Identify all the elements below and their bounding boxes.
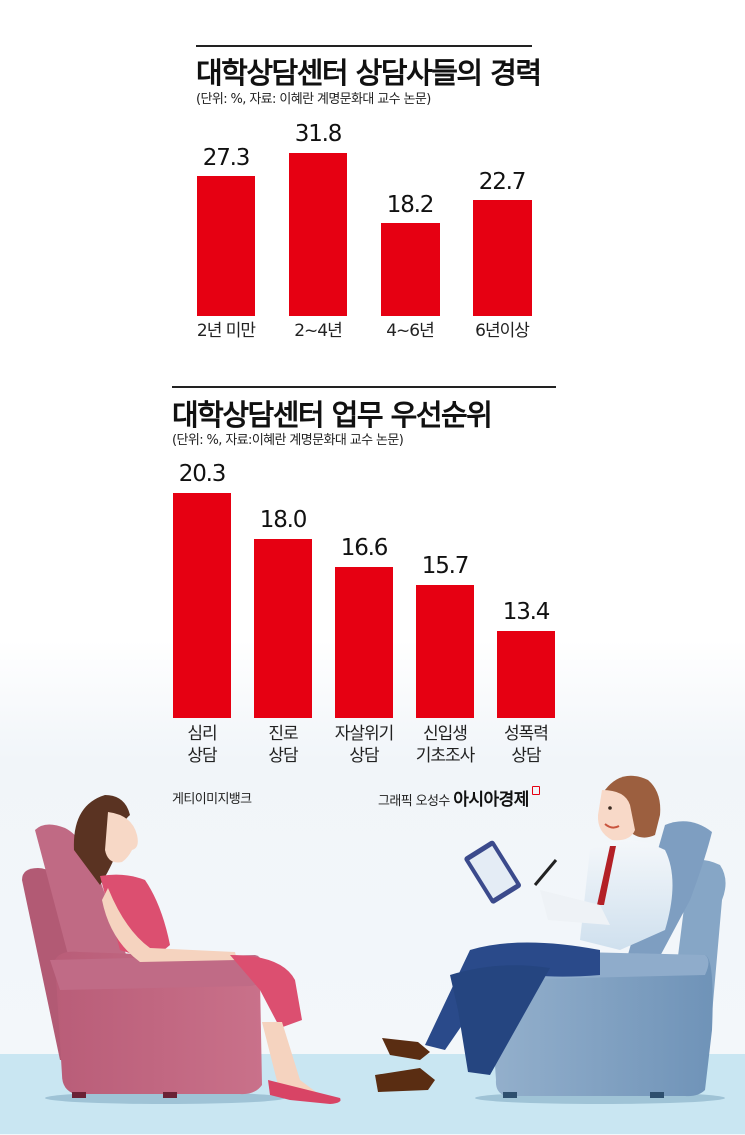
chart2-value: 13.4 (502, 599, 551, 625)
chart2-category: 성폭력 상담 (471, 723, 581, 767)
chart1-top-rule (196, 45, 532, 47)
chart2-value: 15.7 (421, 553, 470, 579)
chart1-bar (473, 200, 532, 316)
chart2-category-line2: 상담 (187, 746, 217, 766)
chart1-subtitle: (단위: %, 자료: 이혜란 계명문화대 교수 논문) (196, 92, 431, 107)
chart2-value: 16.6 (340, 535, 389, 561)
chart2-category-line2: 기초조사 (415, 746, 476, 766)
pink-armchair-icon (22, 824, 265, 1098)
chart1-value: 27.3 (202, 145, 251, 171)
chart2-category-line1: 심리 (187, 724, 217, 744)
chart1-category: 6년이상 (475, 321, 530, 341)
chart2-category: 신입생 기초조사 (390, 723, 500, 767)
chart2-category-line2: 상담 (349, 746, 379, 766)
brand-logo: 아시아경제 (453, 790, 529, 810)
chart2-category-line1: 자살위기 (334, 724, 395, 744)
chart1-category: 4~6년 (386, 321, 435, 341)
chart2-category: 자살위기 상담 (309, 723, 419, 767)
chart2-category: 심리 상담 (147, 723, 257, 767)
chart2-bar (173, 493, 231, 718)
chart2-category-line1: 진로 (268, 724, 298, 744)
chart1-bar (289, 153, 347, 316)
chart2-title: 대학상담센터 업무 우선순위 (172, 398, 493, 432)
graphic-author: 그래픽 오성수 (378, 794, 450, 809)
chart2-category-line1: 성폭력 (504, 724, 549, 744)
chart1-title: 대학상담센터 상담사들의 경력 (196, 56, 542, 90)
graphic-credit: 그래픽 오성수 아시아경제 (378, 785, 540, 810)
image-credit: 게티이미지뱅크 (172, 792, 252, 807)
chart1-value: 31.8 (294, 121, 343, 147)
chart1-value: 18.2 (386, 192, 435, 218)
chart2-bar (335, 567, 393, 718)
chart2-bar (254, 539, 312, 718)
chart1-category: 2년 미만 (196, 321, 256, 341)
chart1-bar (381, 223, 440, 316)
woman-figure-icon (73, 795, 341, 1104)
man-figure-icon (375, 775, 673, 1092)
chart2-category-line1: 신입생 (423, 724, 468, 744)
chart2-category-line2: 상담 (511, 746, 541, 766)
brand-mark-icon (531, 786, 540, 795)
chart2-bar (497, 631, 555, 718)
chart1-bar (197, 176, 255, 316)
chart2-value: 20.3 (178, 461, 227, 487)
chart1-value: 22.7 (478, 169, 527, 195)
chart2-subtitle: (단위: %, 자료:이혜란 계명문화대 교수 논문) (172, 433, 404, 448)
chart2-category-line2: 상담 (268, 746, 298, 766)
chart1-category: 2~4년 (294, 321, 343, 341)
chart2-category: 진로 상담 (228, 723, 338, 767)
chart2-top-rule (172, 386, 556, 388)
chart2-value: 18.0 (259, 507, 308, 533)
chart2-bar (416, 585, 474, 718)
